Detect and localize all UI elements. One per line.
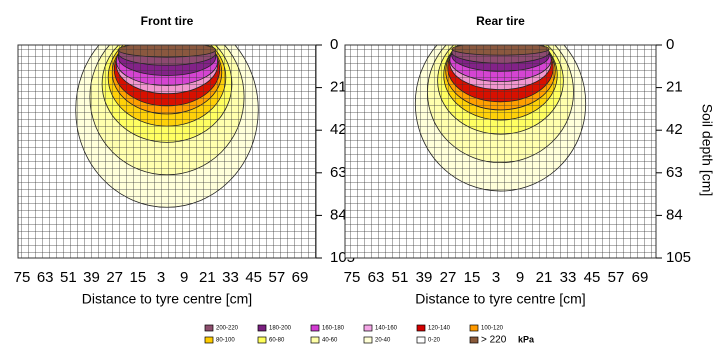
legend-label: 160-180 xyxy=(322,326,345,332)
legend-swatch xyxy=(416,324,426,332)
legend-swatch xyxy=(469,324,479,332)
x-tick-label: 27 xyxy=(440,269,457,286)
x-tick-label: 33 xyxy=(222,269,239,286)
legend-swatch xyxy=(310,324,320,332)
x-tick-label: 57 xyxy=(608,269,625,286)
legend-label: 140-160 xyxy=(375,326,398,332)
x-tick-label: 3 xyxy=(492,269,500,286)
y-tick-label: 105 xyxy=(666,249,691,266)
x-tick-label: 51 xyxy=(392,269,409,286)
x-tick-label: 21 xyxy=(536,269,553,286)
y-tick-label: 63 xyxy=(666,164,683,181)
x-axis-label: Distance to tyre centre [cm] xyxy=(82,291,252,307)
mesh xyxy=(344,44,657,259)
x-tick-label: 39 xyxy=(416,269,433,286)
x-tick-label: 69 xyxy=(632,269,649,286)
legend-label: 60-80 xyxy=(269,338,285,344)
legend-swatch xyxy=(310,336,320,344)
legend-swatch xyxy=(204,336,214,344)
legend-swatch xyxy=(363,324,373,332)
x-tick-label: 21 xyxy=(199,269,216,286)
legend-swatch xyxy=(204,324,214,332)
chart-title: Rear tire xyxy=(476,14,525,28)
legend-swatch xyxy=(257,336,267,344)
y-tick-label: 42 xyxy=(330,121,347,138)
legend-label: 180-200 xyxy=(269,326,292,332)
x-tick-label: 9 xyxy=(180,269,188,286)
y-tick-label: 84 xyxy=(666,206,683,223)
x-tick-label: 63 xyxy=(37,269,54,286)
legend-label: 200-220 xyxy=(216,326,239,332)
legend-label: 0-20 xyxy=(428,338,441,344)
x-tick-label: 75 xyxy=(14,269,31,286)
x-tick-label: 33 xyxy=(560,269,577,286)
x-tick-label: 45 xyxy=(245,269,262,286)
x-tick-label: 63 xyxy=(368,269,385,286)
y-tick-label: 63 xyxy=(330,164,347,181)
x-tick-label: 51 xyxy=(60,269,77,286)
y-axis-label: Soil depth [cm] xyxy=(699,104,715,197)
legend-swatch xyxy=(257,324,267,332)
legend-label: 40-60 xyxy=(322,338,338,344)
legend-label: > 220 xyxy=(481,335,507,346)
x-tick-label: 69 xyxy=(292,269,309,286)
legend-unit: kPa xyxy=(518,334,535,344)
x-tick-label: 45 xyxy=(584,269,601,286)
x-tick-label: 15 xyxy=(464,269,481,286)
x-axis-label: Distance to tyre centre [cm] xyxy=(415,291,585,307)
legend-label: 120-140 xyxy=(428,326,451,332)
legend-label: 20-40 xyxy=(375,338,391,344)
legend-label: 100-120 xyxy=(481,326,504,332)
x-tick-label: 57 xyxy=(268,269,285,286)
x-tick-label: 39 xyxy=(83,269,100,286)
y-tick-label: 84 xyxy=(330,206,347,223)
legend-swatch xyxy=(363,336,373,344)
x-tick-label: 27 xyxy=(106,269,123,286)
y-tick-label: 0 xyxy=(330,36,338,53)
legend-swatch xyxy=(416,336,426,344)
x-tick-label: 9 xyxy=(516,269,524,286)
x-tick-label: 3 xyxy=(157,269,165,286)
legend-swatch xyxy=(469,336,479,344)
chart-title: Front tire xyxy=(141,14,194,28)
y-tick-label: 21 xyxy=(666,79,683,96)
y-tick-label: 21 xyxy=(330,79,347,96)
y-tick-label: 0 xyxy=(666,36,674,53)
legend-label: 80-100 xyxy=(216,338,235,344)
x-tick-label: 75 xyxy=(344,269,361,286)
x-tick-label: 15 xyxy=(129,269,146,286)
y-tick-label: 42 xyxy=(666,121,683,138)
mesh xyxy=(17,44,317,259)
